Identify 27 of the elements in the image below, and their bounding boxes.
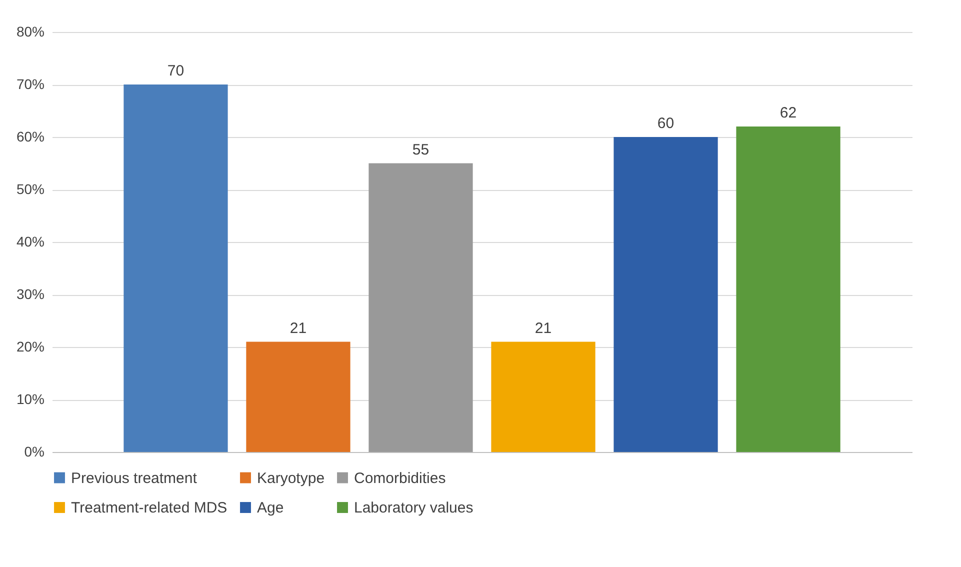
y-tick-label: 20% xyxy=(16,338,44,354)
bar xyxy=(368,163,473,452)
data-label: 55 xyxy=(412,141,430,158)
data-label: 62 xyxy=(780,104,797,122)
data-label: 21 xyxy=(290,320,307,337)
y-tick-label: 0% xyxy=(24,444,44,460)
y-tick-label: 30% xyxy=(16,286,44,302)
legend-label: Age xyxy=(257,500,284,516)
y-tick-label: 40% xyxy=(16,234,44,250)
legend-label: Treatment-related MDS xyxy=(71,500,228,516)
legend-label: Laboratory values xyxy=(354,500,474,516)
bar xyxy=(736,126,840,452)
y-tick-label: 70% xyxy=(16,76,44,92)
legend-label: Comorbidities xyxy=(354,470,446,487)
legend-label: Karyotype xyxy=(257,470,325,487)
data-label: 60 xyxy=(657,115,674,132)
y-tick-label: 10% xyxy=(16,391,44,407)
bar xyxy=(246,342,350,452)
bar xyxy=(124,84,228,452)
y-tick-label: 60% xyxy=(16,128,44,144)
data-label: 70 xyxy=(167,62,184,80)
bar xyxy=(614,137,718,452)
data-label: 21 xyxy=(534,320,552,337)
y-tick-label: 80% xyxy=(16,24,44,40)
legend-label: Previous treatment xyxy=(71,470,198,487)
y-tick-label: 50% xyxy=(16,181,44,197)
bar xyxy=(491,342,596,452)
